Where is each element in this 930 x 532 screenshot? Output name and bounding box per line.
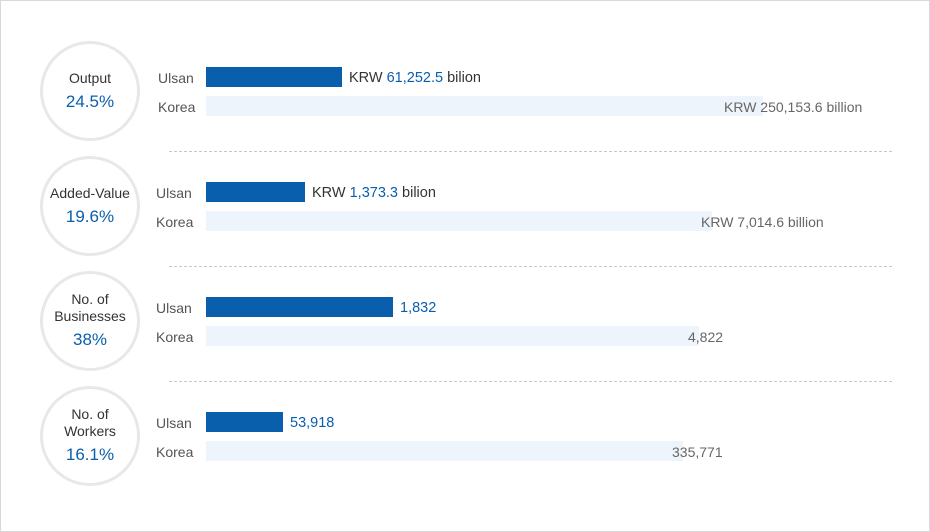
metric-group: Added-Value 19.6% Ulsan Korea KRW 1,373.3 bi…: [1, 156, 929, 266]
group-divider: [169, 381, 892, 382]
korea-row-label: Korea: [158, 99, 196, 115]
ulsan-row-label: Ulsan: [156, 300, 192, 316]
metric-circle: Added-Value 19.6%: [40, 156, 140, 256]
korea-row-label: Korea: [156, 329, 194, 345]
value-suffix: bilion: [443, 70, 481, 86]
metric-share: 24.5%: [65, 91, 115, 111]
value-number: 1,832: [400, 300, 437, 316]
metric-label: No. of Workers: [64, 406, 116, 439]
korea-bar: [206, 441, 683, 461]
metric-share: 19.6%: [65, 206, 115, 226]
metric-share: 38%: [72, 330, 108, 349]
value-prefix: KRW: [349, 70, 387, 86]
korea-value-label: KRW 7,014.6 billion: [701, 214, 824, 230]
value-number: 53,918: [290, 415, 335, 431]
korea-bar: [206, 96, 763, 116]
metric-group: Output 24.5% Ulsan Korea KRW 61,252.5 bilion…: [1, 41, 929, 151]
ulsan-row-label: Ulsan: [156, 415, 192, 431]
ulsan-bar: [206, 67, 342, 87]
ulsan-bar: [206, 182, 305, 202]
metric-circle: Output 24.5%: [40, 41, 140, 141]
ulsan-row-label: Ulsan: [156, 185, 192, 201]
korea-row-label: Korea: [156, 214, 194, 230]
metric-circle: No. of Businesses 38%: [40, 271, 140, 371]
metric-share: 16.1%: [65, 445, 115, 464]
ulsan-row-label: Ulsan: [158, 70, 194, 86]
value-prefix: KRW: [312, 185, 350, 201]
ulsan-value-label: 1,832: [400, 298, 436, 318]
korea-value-label: 4,822: [688, 329, 724, 345]
ulsan-value-label: KRW 61,252.5 bilion: [349, 68, 481, 88]
metric-circle: No. of Workers 16.1%: [40, 386, 140, 486]
metric-label: No. of Businesses: [54, 291, 126, 324]
group-divider: [169, 266, 892, 267]
ulsan-bar: [206, 297, 393, 317]
korea-row-label: Korea: [156, 444, 194, 460]
metric-group: No. of Workers 16.1% Ulsan Korea 53,918 335,7…: [1, 386, 929, 496]
korea-value-label: 335,771: [672, 444, 723, 460]
ulsan-value-label: KRW 1,373.3 bilion: [312, 183, 436, 203]
ulsan-bar: [206, 412, 283, 432]
metric-group: No. of Businesses 38% Ulsan Korea 1,832 4,822: [1, 271, 929, 381]
group-divider: [169, 151, 892, 152]
value-number: 1,373.3: [349, 185, 398, 201]
ulsan-value-label: 53,918: [290, 413, 334, 433]
metric-label: Output: [68, 69, 112, 86]
value-suffix: bilion: [398, 185, 436, 201]
korea-value-label: KRW 250,153.6 billion: [724, 99, 863, 115]
korea-bar: [206, 211, 712, 231]
metric-label: Added-Value: [50, 184, 130, 201]
korea-bar: [206, 326, 699, 346]
value-number: 61,252.5: [386, 70, 444, 86]
